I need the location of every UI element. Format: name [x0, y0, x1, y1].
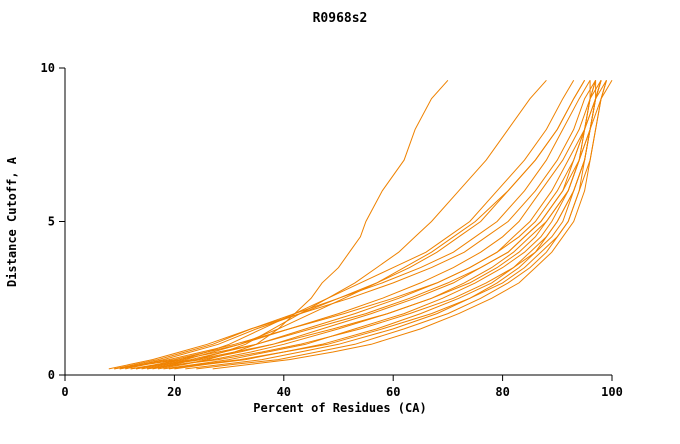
model-curve — [135, 80, 586, 370]
model-curve — [130, 80, 597, 370]
x-tick-label: 60 — [386, 385, 400, 399]
model-curve — [108, 80, 597, 370]
y-tick-label: 10 — [41, 61, 55, 75]
model-curve — [125, 80, 602, 370]
model-curve — [168, 80, 607, 370]
model-curve — [196, 80, 602, 370]
y-tick-label: 0 — [48, 368, 55, 382]
model-curve — [114, 80, 591, 370]
model-curve — [157, 79, 449, 370]
series-layer — [108, 79, 613, 370]
model-curve — [119, 80, 586, 370]
model-curve — [141, 80, 613, 370]
chart-title: R0968s2 — [313, 11, 368, 26]
y-tick-label: 5 — [48, 215, 55, 229]
model-curve — [119, 80, 591, 370]
model-curve — [147, 79, 547, 370]
model-curve — [163, 80, 597, 370]
model-curve — [185, 80, 597, 370]
model-curve — [114, 80, 602, 370]
x-tick-label: 80 — [495, 385, 509, 399]
model-curve — [212, 80, 607, 370]
x-tick-label: 40 — [277, 385, 291, 399]
model-curve — [130, 80, 575, 370]
y-axis-label: Distance Cutoff, A — [5, 156, 19, 287]
axes-layer: 0 20 40 60 80 100 0 5 10 — [41, 61, 623, 399]
model-curve — [147, 80, 602, 370]
model-curve — [152, 80, 602, 370]
x-tick-label: 100 — [601, 385, 623, 399]
x-tick-label: 0 — [61, 385, 68, 399]
x-tick-label: 20 — [167, 385, 181, 399]
x-axis-label: Percent of Residues (CA) — [253, 401, 426, 415]
